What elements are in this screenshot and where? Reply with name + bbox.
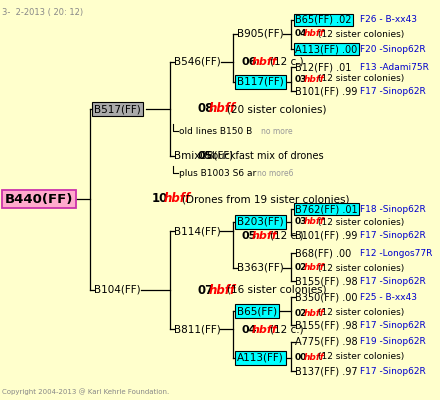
Text: 08: 08 — [197, 102, 213, 116]
Text: B65(FF) .02: B65(FF) .02 — [295, 15, 352, 25]
Text: plus B1003 S6 ar: plus B1003 S6 ar — [179, 168, 256, 178]
Text: F19 -Sinop62R: F19 -Sinop62R — [360, 338, 426, 346]
Text: B905(FF): B905(FF) — [237, 29, 284, 39]
Text: B101(FF) .99: B101(FF) .99 — [295, 230, 357, 240]
Text: (12 c.): (12 c.) — [270, 325, 303, 335]
Text: hbff: hbff — [252, 231, 278, 241]
Text: 02: 02 — [295, 308, 308, 318]
Text: F17 -Sinop62R: F17 -Sinop62R — [360, 86, 426, 96]
Text: B155(FF) .98: B155(FF) .98 — [295, 320, 358, 330]
Text: hbff: hbff — [252, 325, 278, 335]
Text: B517(FF): B517(FF) — [94, 104, 141, 114]
Text: F20 -Sinop62R: F20 -Sinop62R — [360, 44, 425, 54]
Text: old lines B150 B: old lines B150 B — [179, 126, 252, 136]
Text: B114(FF): B114(FF) — [174, 226, 221, 236]
Text: no more: no more — [261, 126, 293, 136]
Text: hbff: hbff — [304, 308, 324, 318]
Text: B762(FF) .01: B762(FF) .01 — [295, 204, 358, 214]
Text: (16 sister colonies): (16 sister colonies) — [227, 285, 327, 295]
Text: hbff: hbff — [209, 102, 235, 116]
Text: (12 sister colonies): (12 sister colonies) — [318, 308, 404, 318]
Text: B104(FF): B104(FF) — [94, 285, 141, 295]
Text: B117(FF): B117(FF) — [237, 77, 284, 87]
Text: hbff: hbff — [209, 284, 235, 296]
Text: A113(FF): A113(FF) — [237, 353, 284, 363]
Text: (20 sister colonies): (20 sister colonies) — [227, 104, 327, 114]
Text: (12 sister colonies): (12 sister colonies) — [318, 264, 404, 272]
Text: B203(FF): B203(FF) — [237, 217, 284, 227]
Text: 02: 02 — [295, 264, 308, 272]
Text: 07: 07 — [197, 284, 213, 296]
Text: F25 - B-xx43: F25 - B-xx43 — [360, 292, 417, 302]
Text: A113(FF) .00: A113(FF) .00 — [295, 44, 357, 54]
Text: hbff: hbff — [304, 74, 324, 84]
Text: (12 sister colonies): (12 sister colonies) — [318, 30, 404, 38]
Text: (12 sister colonies): (12 sister colonies) — [318, 74, 404, 84]
Text: no more6: no more6 — [257, 168, 293, 178]
Text: 06: 06 — [241, 57, 257, 67]
Text: B65(FF): B65(FF) — [237, 306, 277, 316]
Text: B155(FF) .98: B155(FF) .98 — [295, 276, 358, 286]
Text: Copyright 2004-2013 @ Karl Kehrle Foundation.: Copyright 2004-2013 @ Karl Kehrle Founda… — [2, 388, 169, 395]
Text: (12 sister colonies): (12 sister colonies) — [318, 218, 404, 226]
Text: B546(FF): B546(FF) — [174, 57, 221, 67]
Text: hbff: hbff — [304, 218, 324, 226]
Text: (Drones from 19 sister colonies): (Drones from 19 sister colonies) — [183, 194, 350, 204]
Text: B101(FF) .99: B101(FF) .99 — [295, 86, 357, 96]
Text: F26 - B-xx43: F26 - B-xx43 — [360, 16, 417, 24]
Text: 05: 05 — [197, 151, 212, 161]
Text: Bmix08(FF): Bmix08(FF) — [174, 151, 233, 161]
Text: B12(FF) .01: B12(FF) .01 — [295, 62, 352, 72]
Text: 04: 04 — [295, 30, 308, 38]
Text: B137(FF) .97: B137(FF) .97 — [295, 366, 358, 376]
Text: F17 -Sinop62R: F17 -Sinop62R — [360, 230, 426, 240]
Text: F17 -Sinop62R: F17 -Sinop62R — [360, 366, 426, 376]
Text: (12 sister colonies): (12 sister colonies) — [318, 352, 404, 362]
Text: 3-  2-2013 ( 20: 12): 3- 2-2013 ( 20: 12) — [2, 8, 83, 17]
Text: hbff: hbff — [164, 192, 191, 206]
Text: 05: 05 — [241, 231, 256, 241]
Text: hbff: hbff — [304, 264, 324, 272]
Text: B363(FF): B363(FF) — [237, 263, 284, 273]
Text: B350(FF) .00: B350(FF) .00 — [295, 292, 357, 302]
Text: hbff: hbff — [304, 352, 324, 362]
Text: B68(FF) .00: B68(FF) .00 — [295, 248, 351, 258]
Text: 04: 04 — [241, 325, 257, 335]
Text: 00: 00 — [295, 352, 307, 362]
Text: F13 -Adami75R: F13 -Adami75R — [360, 62, 429, 72]
Text: (12 c.): (12 c.) — [270, 231, 303, 241]
Text: F12 -Longos77R: F12 -Longos77R — [360, 248, 433, 258]
Text: 03: 03 — [295, 218, 308, 226]
Text: F17 -Sinop62R: F17 -Sinop62R — [360, 276, 426, 286]
Text: buckfast mix of drones: buckfast mix of drones — [212, 151, 324, 161]
Text: 03: 03 — [295, 74, 308, 84]
Text: F18 -Sinop62R: F18 -Sinop62R — [360, 204, 426, 214]
Text: 10: 10 — [152, 192, 168, 206]
Text: hbff: hbff — [252, 57, 278, 67]
Text: B811(FF): B811(FF) — [174, 324, 221, 334]
Text: (12 c.): (12 c.) — [270, 57, 303, 67]
Text: A775(FF) .98: A775(FF) .98 — [295, 337, 358, 347]
Text: hbff: hbff — [304, 30, 324, 38]
Text: B440(FF): B440(FF) — [5, 192, 73, 206]
Text: F17 -Sinop62R: F17 -Sinop62R — [360, 320, 426, 330]
